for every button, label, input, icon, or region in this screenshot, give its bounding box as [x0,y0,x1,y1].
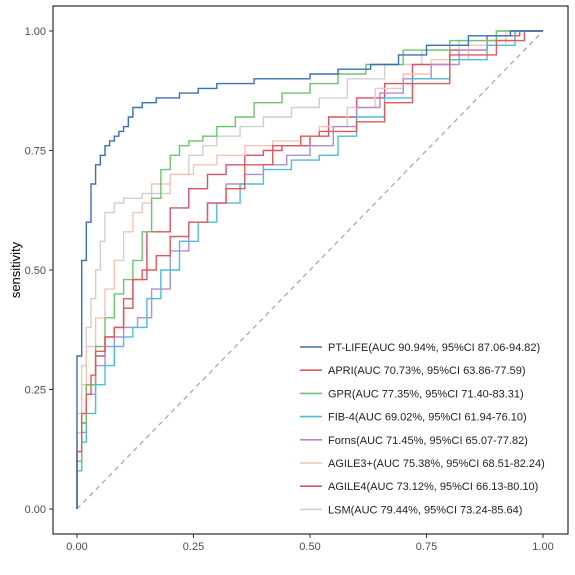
legend-label: APRI(AUC 70.73%, 95%CI 63.86-77.59) [328,365,526,377]
y-tick-label: 0.00 [25,504,46,516]
legend-label: AGILE4(AUC 73.12%, 95%CI 66.13-80.10) [328,481,538,493]
legend-label: GPR(AUC 77.35%, 95%CI 71.40-83.31) [328,388,524,400]
legend-label: PT-LIFE(AUC 90.94%, 95%CI 87.06-94.82) [328,342,540,354]
x-tick-label: 0.75 [416,541,437,553]
y-tick-label: 0.50 [25,265,46,277]
x-tick-label: 0.00 [66,541,87,553]
legend-label: Forns(AUC 71.45%, 95%CI 65.07-77.82) [328,435,528,447]
roc-curve [76,30,543,509]
reference-diagonal [76,30,544,510]
y-tick-label: 0.75 [25,146,46,158]
legend-label: LSM(AUC 79.44%, 95%CI 73.24-85.64) [328,504,522,516]
y-axis-title: sensitivity [8,241,23,298]
legend-label: AGILE3+(AUC 75.38%, 95%CI 68.51-82.24) [328,458,545,470]
y-tick-label: 0.25 [25,385,46,397]
roc-curve [76,30,543,509]
plot-area [76,30,544,510]
y-tick-label: 1.00 [25,26,46,38]
x-tick-label: 0.25 [183,541,204,553]
legend-label: FIB-4(AUC 69.02%, 95%CI 61.94-76.10) [328,412,527,424]
x-tick-label: 0.50 [299,541,320,553]
roc-curve [76,30,543,509]
axes: 0.00 0.00 0.25 0.25 0.50 0.50 0.75 0.75 1.00 1.00 [25,5,569,553]
x-tick-label: 1.00 [532,541,553,553]
legend: PT-LIFE(AUC 90.94%, 95%CI 87.06-94.82) AP… [300,342,545,516]
